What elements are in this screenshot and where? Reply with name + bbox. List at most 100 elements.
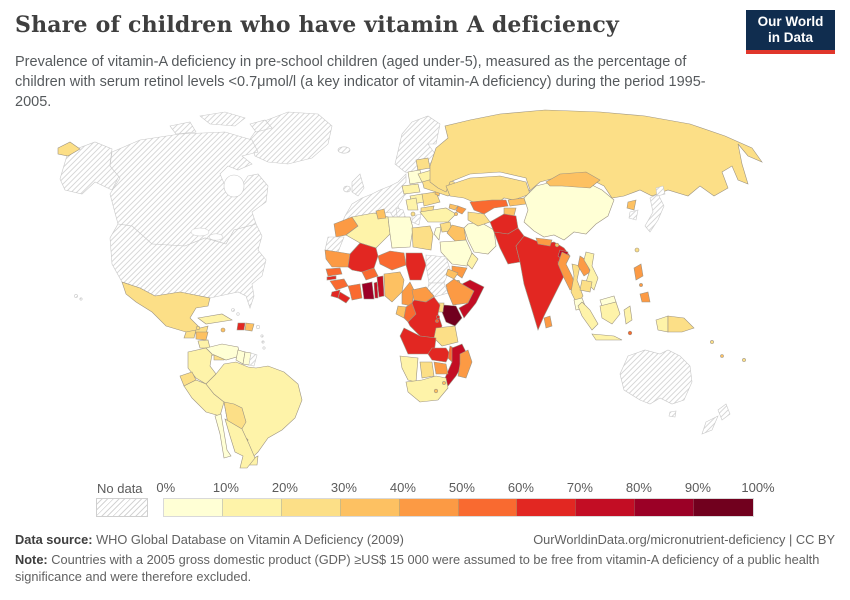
legend-bin-30-40%[interactable] bbox=[340, 499, 400, 516]
country-cote-divoire[interactable] bbox=[347, 283, 363, 301]
country-lesser-antilles[interactable] bbox=[260, 334, 264, 338]
country-nicaragua[interactable] bbox=[197, 339, 211, 349]
country-chad[interactable] bbox=[405, 252, 427, 281]
country-cameroon[interactable] bbox=[401, 281, 415, 307]
country-haiti[interactable] bbox=[236, 322, 246, 331]
country-central-african-republic[interactable] bbox=[411, 286, 435, 303]
country-indonesia-sulawesi[interactable] bbox=[623, 305, 633, 325]
legend-bin-80-90%[interactable] bbox=[635, 499, 695, 516]
country-mali[interactable] bbox=[347, 242, 379, 273]
country-taiwan[interactable] bbox=[634, 247, 640, 253]
country-armenia[interactable] bbox=[454, 212, 458, 216]
country-cambodia[interactable] bbox=[579, 279, 593, 293]
country-burkina-faso[interactable] bbox=[361, 267, 379, 281]
country-benin[interactable] bbox=[376, 275, 385, 298]
country-somalia[interactable] bbox=[458, 279, 485, 319]
country-indonesia-kalimantan[interactable] bbox=[599, 301, 621, 325]
license-label[interactable]: CC BY bbox=[795, 532, 835, 547]
country-japan-hokkaido[interactable] bbox=[655, 185, 666, 197]
country-iceland[interactable] bbox=[337, 146, 351, 154]
legend-color-bar[interactable] bbox=[163, 498, 754, 517]
legend-bin-60-70%[interactable] bbox=[517, 499, 577, 516]
legend-bin-20-30%[interactable] bbox=[281, 499, 341, 516]
country-kazakhstan[interactable] bbox=[445, 175, 531, 207]
country-azerbaijan[interactable] bbox=[455, 205, 467, 215]
country-hawaii[interactable] bbox=[74, 294, 78, 298]
country-turkmenistan[interactable] bbox=[467, 211, 491, 227]
country-australia[interactable] bbox=[619, 349, 693, 405]
country-bahamas[interactable] bbox=[231, 308, 235, 312]
country-dominican-republic[interactable] bbox=[244, 322, 255, 332]
legend-bin-0-10%[interactable] bbox=[164, 499, 223, 516]
country-burundi[interactable] bbox=[435, 319, 439, 323]
country-ghana[interactable] bbox=[361, 281, 375, 300]
country-turkey[interactable] bbox=[419, 207, 457, 223]
country-bahamas[interactable] bbox=[236, 312, 240, 316]
country-new-zealand-south[interactable] bbox=[701, 415, 719, 435]
country-argentina[interactable] bbox=[224, 418, 256, 469]
country-lesser-antilles[interactable] bbox=[262, 346, 266, 350]
country-egypt[interactable] bbox=[411, 225, 434, 251]
country-sri-lanka[interactable] bbox=[543, 315, 553, 329]
country-japan[interactable] bbox=[644, 193, 665, 233]
country-jamaica[interactable] bbox=[220, 327, 226, 333]
country-zambia[interactable] bbox=[427, 347, 451, 363]
country-senegal[interactable] bbox=[325, 267, 343, 277]
country-tanzania[interactable] bbox=[433, 325, 459, 347]
country-arctic-islands[interactable] bbox=[249, 119, 273, 133]
country-puerto-rico[interactable] bbox=[255, 325, 260, 330]
no-data-swatch[interactable] bbox=[96, 498, 148, 517]
country-czech-slovakia[interactable] bbox=[401, 183, 421, 195]
country-uzbekistan[interactable] bbox=[469, 199, 509, 215]
country-russia-chukotka[interactable] bbox=[57, 141, 81, 157]
region-balkans[interactable] bbox=[405, 197, 419, 211]
country-sudan[interactable] bbox=[425, 254, 451, 284]
country-albania-macedonia[interactable] bbox=[410, 211, 416, 217]
country-indonesia-sumatra[interactable] bbox=[577, 301, 599, 331]
country-nepal[interactable] bbox=[535, 237, 553, 247]
country-new-zealand-north[interactable] bbox=[717, 403, 731, 421]
region-baltics[interactable] bbox=[415, 157, 431, 171]
country-madagascar[interactable] bbox=[457, 349, 473, 379]
country-bhutan[interactable] bbox=[554, 242, 560, 248]
country-israel-jordan[interactable] bbox=[433, 226, 442, 241]
country-uk[interactable] bbox=[351, 173, 365, 197]
legend-bin-90-100%[interactable] bbox=[694, 499, 754, 516]
country-north-korea[interactable] bbox=[626, 199, 637, 211]
country-georgia[interactable] bbox=[448, 203, 459, 211]
country-philippines-luzon[interactable] bbox=[633, 263, 644, 281]
country-lesser-antilles[interactable] bbox=[261, 340, 265, 344]
country-greenland[interactable] bbox=[249, 111, 333, 165]
country-solomon-islands[interactable] bbox=[710, 340, 714, 344]
country-vietnam[interactable] bbox=[583, 251, 599, 291]
country-chile[interactable] bbox=[214, 413, 232, 459]
country-fiji[interactable] bbox=[742, 358, 746, 362]
country-yemen[interactable] bbox=[451, 265, 468, 279]
legend-bin-10-20%[interactable] bbox=[222, 499, 282, 516]
country-liberia[interactable] bbox=[337, 291, 351, 304]
country-ireland[interactable] bbox=[343, 185, 351, 193]
country-hawaii[interactable] bbox=[79, 297, 83, 301]
country-french-guiana[interactable] bbox=[248, 352, 258, 367]
country-australia-tasmania[interactable] bbox=[668, 410, 677, 418]
country-indonesia-papua[interactable] bbox=[655, 315, 669, 333]
country-timor-leste[interactable] bbox=[627, 330, 633, 336]
country-philippines-visayas[interactable] bbox=[639, 283, 643, 287]
country-botswana[interactable] bbox=[419, 361, 435, 379]
country-guinea[interactable] bbox=[329, 278, 349, 291]
country-zimbabwe[interactable] bbox=[433, 361, 449, 375]
country-guatemala[interactable] bbox=[183, 329, 197, 339]
country-honduras[interactable] bbox=[195, 331, 209, 341]
country-gambia[interactable] bbox=[326, 275, 337, 281]
country-south-korea[interactable] bbox=[628, 209, 639, 221]
legend-bin-50-60%[interactable] bbox=[458, 499, 518, 516]
country-china[interactable] bbox=[523, 179, 615, 241]
country-papua-new-guinea[interactable] bbox=[667, 315, 695, 333]
country-indonesia-java[interactable] bbox=[591, 333, 623, 341]
country-vanuatu[interactable] bbox=[720, 354, 724, 358]
country-oman[interactable] bbox=[466, 252, 479, 270]
country-arctic-islands[interactable] bbox=[199, 111, 246, 127]
country-south-africa[interactable] bbox=[405, 375, 449, 403]
country-mauritania[interactable] bbox=[324, 249, 351, 268]
country-namibia[interactable] bbox=[399, 355, 419, 383]
